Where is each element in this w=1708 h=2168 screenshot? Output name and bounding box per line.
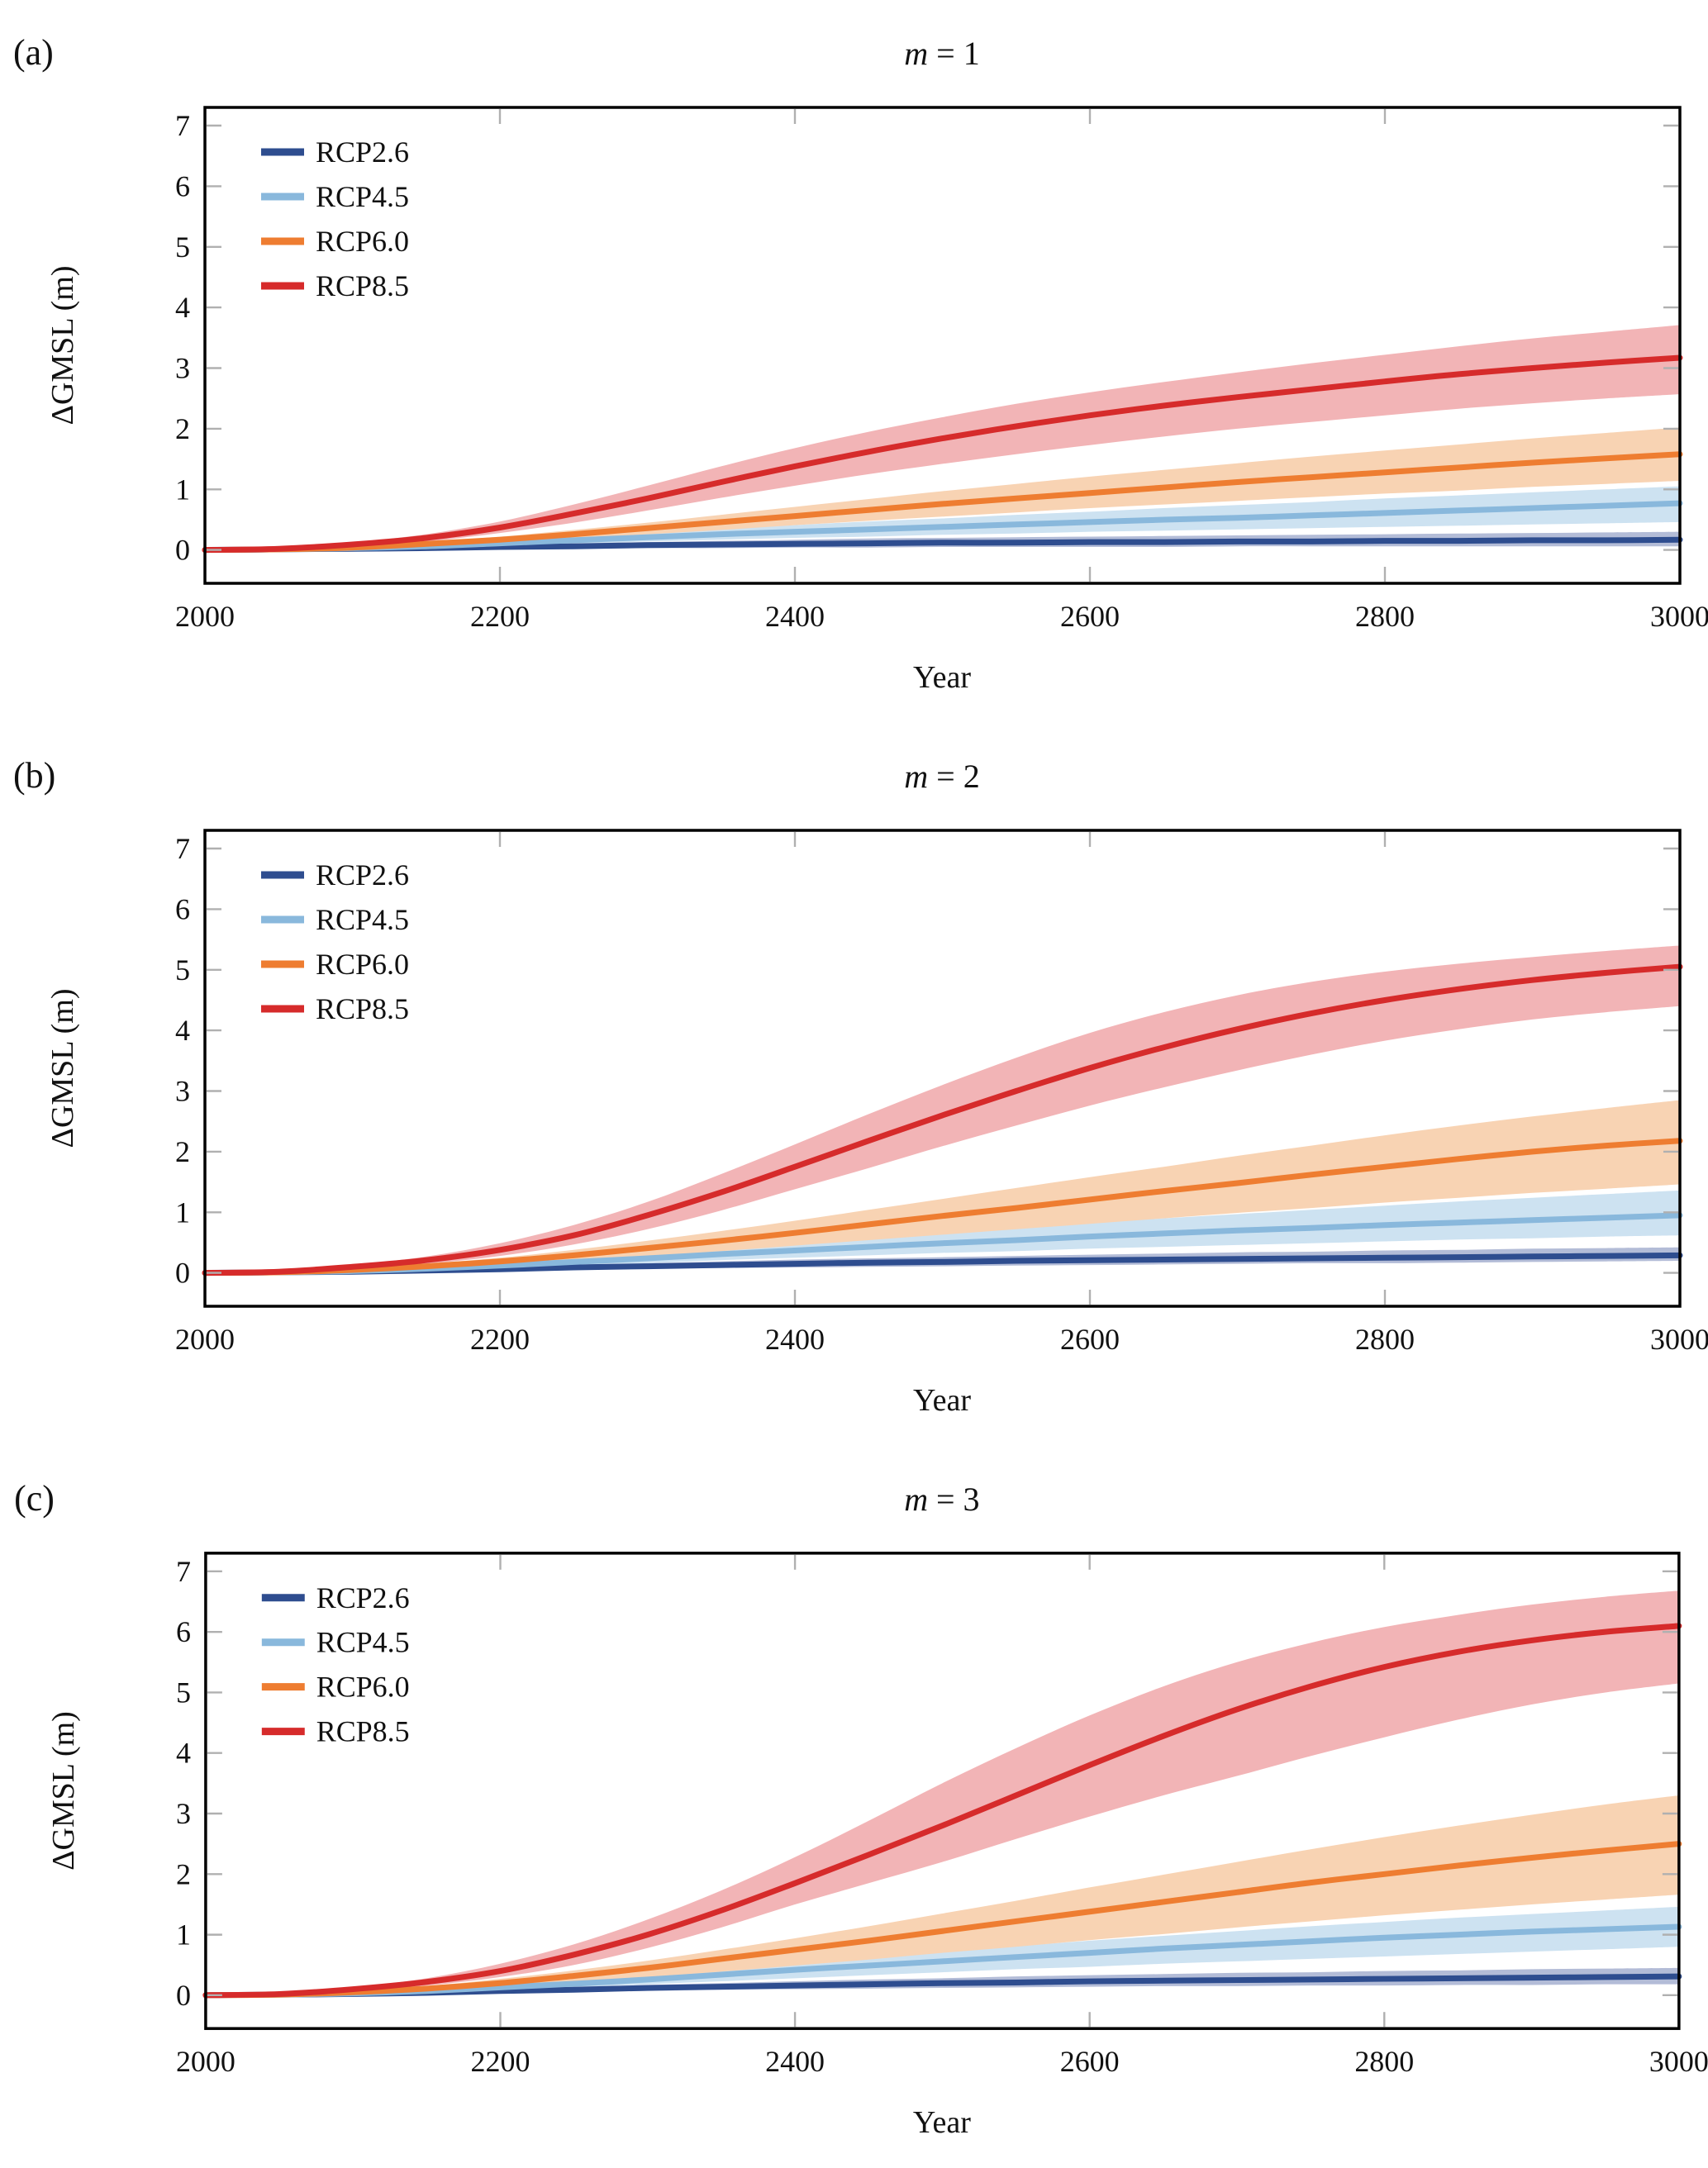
y-tick-label: 0 [176,1979,191,2012]
x-tick-label: 2200 [470,1323,530,1356]
legend-label-RCP4.5: RCP4.5 [316,903,409,936]
panel-title: m = 2 [904,758,979,795]
legend-label-RCP6.0: RCP6.0 [316,225,409,258]
y-axis-label: ΔGMSL (m) [45,989,80,1148]
axes-box [203,829,1682,1308]
y-tick-label: 0 [175,1257,190,1290]
band-RCP8.5 [205,945,1680,1273]
x-tick-label: 2000 [175,1323,235,1356]
x-tick-label: 2400 [765,600,825,633]
x-axis-label: Year [913,2105,971,2140]
y-tick-label: 5 [175,231,190,264]
line-RCP8.5 [202,963,1683,1277]
legend-label-RCP2.6: RCP2.6 [316,1581,410,1614]
panel-b-chart: (b) m = 2 ΔGMSL (m) Year 0 1 2 3 4 5 6 7 2000 220… [13,755,1708,1418]
panel-c-chart: (c) m = 3 ΔGMSL (m) Year 0 1 2 3 4 5 6 7 2000 220… [14,1478,1708,2140]
y-tick-label: 7 [175,109,190,142]
panel-letter: (c) [14,1478,55,1519]
y-tick-label: 4 [175,291,190,324]
x-tick-label: 2200 [470,600,530,633]
legend-label-RCP4.5: RCP4.5 [316,1626,410,1659]
y-tick-label: 4 [176,1737,191,1770]
y-axis-label: ΔGMSL (m) [45,266,80,426]
line-RCP8.5 [202,1623,1682,1999]
band-RCP8.5 [205,1590,1679,1995]
line-RCP4.5 [202,1212,1683,1277]
panel-title: m = 1 [904,35,979,72]
legend-label-RCP8.5: RCP8.5 [316,1715,410,1748]
band-RCP6.0 [205,1795,1679,1995]
x-tick-label: 2800 [1355,600,1415,633]
x-tick-label: 2800 [1355,1323,1415,1356]
panel-title: m = 3 [904,1481,979,1518]
legend-label-RCP8.5: RCP8.5 [316,992,409,1025]
line-RCP6.0 [202,1138,1683,1277]
y-tick-label: 1 [175,473,190,506]
panel-letter: (b) [13,755,55,796]
x-tick-label: 3000 [1650,600,1708,633]
legend: RCP2.6 RCP4.5 RCP6.0 RCP8.5 [261,858,409,1025]
x-axis-label: Year [913,1383,971,1418]
y-tick-label: 2 [175,412,190,445]
y-tick-label: 6 [175,892,190,925]
y-tick-label: 5 [175,953,190,987]
legend-label-RCP8.5: RCP8.5 [316,269,409,302]
y-tick-label: 7 [176,1555,191,1588]
panel-letter: (a) [13,32,54,73]
legend-label-RCP6.0: RCP6.0 [316,948,409,981]
legend-label-RCP4.5: RCP4.5 [316,180,409,213]
x-tick-label: 2600 [1060,1323,1120,1356]
legend-label-RCP2.6: RCP2.6 [316,136,409,169]
legend: RCP2.6 RCP4.5 RCP6.0 RCP8.5 [261,136,409,302]
line-RCP8.5 [202,354,1683,554]
band-RCP4.5 [205,1190,1680,1273]
legend-label-RCP6.0: RCP6.0 [316,1671,410,1704]
y-tick-label: 6 [176,1615,191,1648]
axes-box [204,1552,1681,2030]
legend: RCP2.6 RCP4.5 RCP6.0 RCP8.5 [261,1581,410,1748]
y-tick-label: 2 [176,1857,191,1890]
x-axis-label: Year [913,660,971,695]
line-RCP6.0 [202,451,1683,554]
x-tick-label: 2800 [1354,2045,1414,2078]
y-tick-label: 3 [175,352,190,385]
axes-box [203,106,1682,585]
band-RCP4.5 [205,486,1680,550]
y-tick-label: 7 [175,832,190,865]
y-tick-label: 3 [175,1075,190,1108]
y-tick-label: 5 [176,1676,191,1709]
y-axis-label: ΔGMSL (m) [46,1711,81,1871]
x-tick-label: 2600 [1060,2045,1120,2078]
panel-a-chart: (a) m = 1 ΔGMSL (m) Year 0 1 2 3 4 5 6 7 2000 220… [13,32,1708,695]
x-tick-label: 2400 [765,2045,825,2078]
y-tick-label: 1 [176,1918,191,1952]
band-RCP6.0 [205,427,1680,550]
y-tick-label: 4 [175,1014,190,1047]
x-tick-label: 2600 [1060,600,1120,633]
y-tick-label: 1 [175,1196,190,1229]
x-tick-label: 2200 [471,2045,530,2078]
band-RCP4.5 [205,1906,1679,1995]
y-tick-label: 2 [175,1135,190,1168]
x-tick-label: 2000 [176,2045,236,2078]
x-tick-label: 2400 [765,1323,825,1356]
y-tick-label: 6 [175,169,190,202]
x-tick-label: 3000 [1650,1323,1708,1356]
x-tick-label: 3000 [1649,2045,1708,2078]
line-RCP6.0 [202,1841,1682,1999]
legend-label-RCP2.6: RCP2.6 [316,858,409,891]
x-tick-label: 2000 [175,600,235,633]
y-tick-label: 0 [175,534,190,567]
y-tick-label: 3 [176,1797,191,1830]
band-RCP6.0 [205,1100,1680,1273]
